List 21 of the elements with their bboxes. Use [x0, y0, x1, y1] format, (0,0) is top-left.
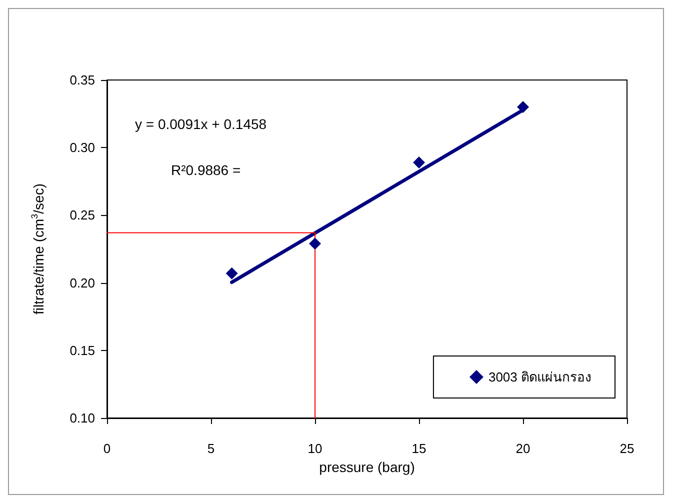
annotation: R²0.9886 = [171, 162, 241, 178]
x-axis-title: pressure (barg) [319, 458, 415, 475]
y-tick-label: 0.25 [70, 208, 95, 223]
point [413, 156, 425, 168]
legend-label: 3003 ติดแผ่นกรอง [488, 370, 592, 384]
y-tick-label: 0.15 [70, 342, 95, 358]
x-tick-label: 25 [620, 441, 634, 456]
point [517, 101, 529, 114]
y-tick-label: 0.35 [70, 72, 95, 88]
annotation: y = 0.0091x + 0.1458 [135, 116, 267, 132]
y-tick-label: 0.30 [70, 140, 95, 156]
x-tick-label: 15 [412, 441, 426, 456]
y-tick-label: 0.10 [70, 410, 95, 426]
point [226, 267, 238, 280]
x-tick-label: 0 [103, 441, 111, 456]
y-axis-title: filtrate/time (cm3/sec) [30, 183, 46, 315]
x-tick-label: 10 [308, 441, 322, 456]
x-tick-label: 20 [516, 441, 530, 456]
point [309, 238, 321, 250]
y-tick-label: 0.20 [70, 275, 95, 290]
x-tick-label: 5 [207, 441, 215, 456]
